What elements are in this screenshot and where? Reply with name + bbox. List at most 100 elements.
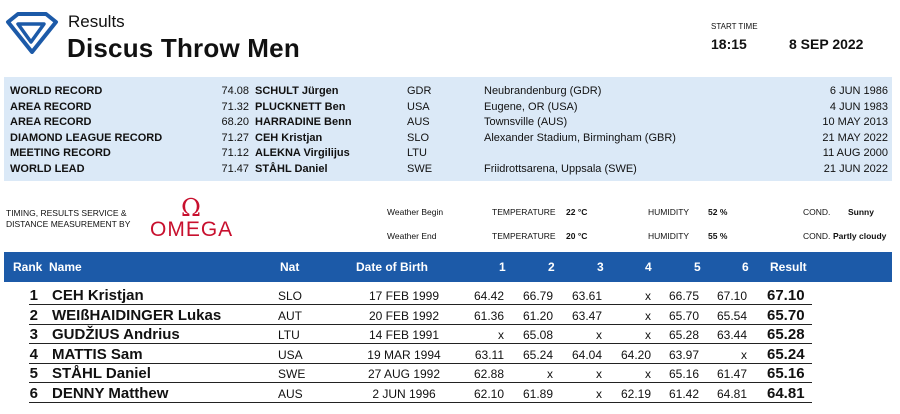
- omega-symbol: Ω: [181, 194, 201, 222]
- throw-2-cell: x: [547, 367, 553, 381]
- event-date: 8 SEP 2022: [789, 36, 864, 52]
- throw-2-cell: 61.89: [522, 386, 553, 401]
- record-mark: 71.12: [221, 147, 249, 159]
- omega-logo: Ω OMEGA: [150, 194, 240, 242]
- nationality-cell: AUS: [278, 386, 303, 401]
- throw-1-cell: 61.36: [473, 308, 504, 323]
- date-of-birth-cell: 20 FEB 1992: [368, 308, 440, 323]
- row-underline: [29, 401, 812, 403]
- record-date: 21 JUN 2022: [823, 162, 888, 175]
- temperature-begin: 22 °C: [566, 207, 588, 217]
- record-name: SCHULT Jürgen: [255, 85, 339, 97]
- record-date: 10 MAY 2013: [822, 116, 888, 128]
- throw-2-cell: 66.79: [522, 289, 553, 303]
- record-venue: Neubrandenburg (GDR): [484, 85, 602, 97]
- start-time-label: START TIME: [711, 22, 758, 31]
- record-label: AREA RECORD: [10, 100, 92, 113]
- record-venue: Eugene, OR (USA): [484, 100, 578, 113]
- record-nat: GDR: [407, 85, 432, 97]
- throw-6-cell: 65.54: [716, 308, 747, 323]
- result-cell: 65.16: [767, 365, 805, 382]
- throw-5-cell: 65.16: [668, 367, 699, 381]
- throw-4-cell: x: [645, 289, 651, 303]
- athlete-name: GUDŽIUS Andrius: [52, 326, 180, 343]
- nationality-cell: AUT: [278, 308, 302, 323]
- col-throw-3: 3: [597, 260, 604, 274]
- results-label: Results: [68, 12, 125, 31]
- nationality-cell: LTU: [278, 328, 300, 342]
- throw-4-cell: x: [645, 328, 651, 342]
- temperature-end: 20 °C: [566, 231, 588, 241]
- col-rank: Rank: [13, 260, 43, 274]
- col-throw-5: 5: [694, 260, 701, 274]
- throw-3-cell: x: [596, 367, 602, 381]
- record-venue: Townsville (AUS): [484, 116, 568, 128]
- humidity-begin: 52 %: [708, 207, 728, 217]
- event-title: Discus Throw Men: [67, 33, 300, 63]
- timing-text-line2: DISTANCE MEASUREMENT BY: [6, 219, 131, 229]
- athlete-name: MATTIS Sam: [52, 345, 143, 363]
- throw-6-cell: 61.47: [716, 367, 747, 381]
- cond-end: Partly cloudy: [833, 231, 887, 241]
- table-row: 1 CEH Kristjan SLO 17 FEB 1999 64.42 66.79 63.…: [4, 287, 892, 305]
- record-nat: USA: [407, 100, 430, 113]
- table-row: 3 GUDŽIUS Andrius LTU 14 FEB 1991 x 65.08 x x 65…: [4, 326, 892, 344]
- start-time: 18:15: [711, 36, 747, 52]
- record-mark: 68.20: [221, 116, 249, 128]
- rank-cell: 6: [29, 384, 38, 402]
- record-label: WORLD RECORD: [10, 85, 103, 97]
- athlete-name: WEIßHAIDINGER Lukas: [52, 306, 222, 324]
- throw-4-cell: 64.20: [620, 347, 651, 362]
- throw-5-cell: 66.75: [668, 289, 699, 303]
- record-name: ALEKNA Virgilijus: [255, 147, 350, 159]
- record-name: PLUCKNETT Ben: [255, 100, 346, 113]
- record-venue: Alexander Stadium, Birmingham (GBR): [484, 131, 676, 144]
- throw-4-cell: 62.19: [620, 386, 651, 401]
- date-of-birth-cell: 19 MAR 1994: [367, 347, 441, 362]
- throw-3-cell: 64.04: [571, 347, 602, 362]
- col-date-of-birth: Date of Birth: [356, 260, 428, 274]
- col-throw-1: 1: [499, 260, 506, 274]
- result-cell: 65.70: [767, 306, 805, 324]
- throw-4-cell: x: [645, 308, 651, 323]
- record-date: 21 MAY 2022: [822, 131, 888, 144]
- record-nat: AUS: [407, 116, 430, 128]
- throw-1-cell: 63.11: [474, 347, 504, 362]
- col-throw-4: 4: [645, 260, 652, 274]
- col-nat: Nat: [280, 260, 300, 274]
- row-underline: [29, 382, 812, 383]
- record-nat: SLO: [407, 131, 430, 144]
- rank-cell: 3: [29, 326, 38, 343]
- throw-3-cell: x: [596, 386, 602, 401]
- throw-3-cell: 63.61: [571, 289, 602, 303]
- temperature-label: TEMPERATURE: [492, 231, 556, 241]
- throw-3-cell: 63.47: [571, 308, 602, 323]
- throw-2-cell: 61.20: [522, 308, 553, 323]
- record-mark: 74.08: [221, 85, 249, 97]
- nationality-cell: SLO: [278, 289, 303, 303]
- record-date: 6 JUN 1986: [829, 85, 888, 97]
- date-of-birth-cell: 14 FEB 1991: [368, 328, 440, 342]
- weather-end-label: Weather End: [387, 231, 437, 241]
- humidity-label: HUMIDITY: [648, 207, 690, 217]
- row-underline: [29, 304, 812, 305]
- record-name: HARRADINE Benn: [255, 116, 352, 128]
- rank-cell: 2: [29, 306, 38, 324]
- omega-wordmark: OMEGA: [150, 218, 234, 241]
- throw-6-cell: 63.44: [716, 328, 747, 342]
- humidity-label: HUMIDITY: [648, 231, 690, 241]
- result-cell: 67.10: [767, 287, 805, 304]
- date-of-birth-cell: 17 FEB 1999: [368, 289, 440, 303]
- result-cell: 65.28: [767, 326, 805, 343]
- record-row: AREA RECORD 71.32 PLUCKNETT Ben USA Eugene, …: [4, 99, 892, 116]
- throw-5-cell: 65.70: [668, 308, 699, 323]
- record-row: WORLD LEAD 71.47 STÅHL Daniel SWE Friidrotts…: [4, 161, 892, 178]
- cond-begin: Sunny: [848, 207, 874, 217]
- throw-5-cell: 65.28: [668, 328, 699, 342]
- throw-6-cell: 64.81: [716, 386, 747, 401]
- results-table-header: Rank Name Nat Date of Birth 1 2 3 4 5 6 …: [4, 252, 892, 282]
- throw-6-cell: x: [741, 347, 747, 362]
- table-row: 2 WEIßHAIDINGER Lukas AUT 20 FEB 1992 61.36 6…: [4, 307, 892, 325]
- row-underline: [29, 343, 812, 344]
- cond-label: COND.: [803, 207, 831, 217]
